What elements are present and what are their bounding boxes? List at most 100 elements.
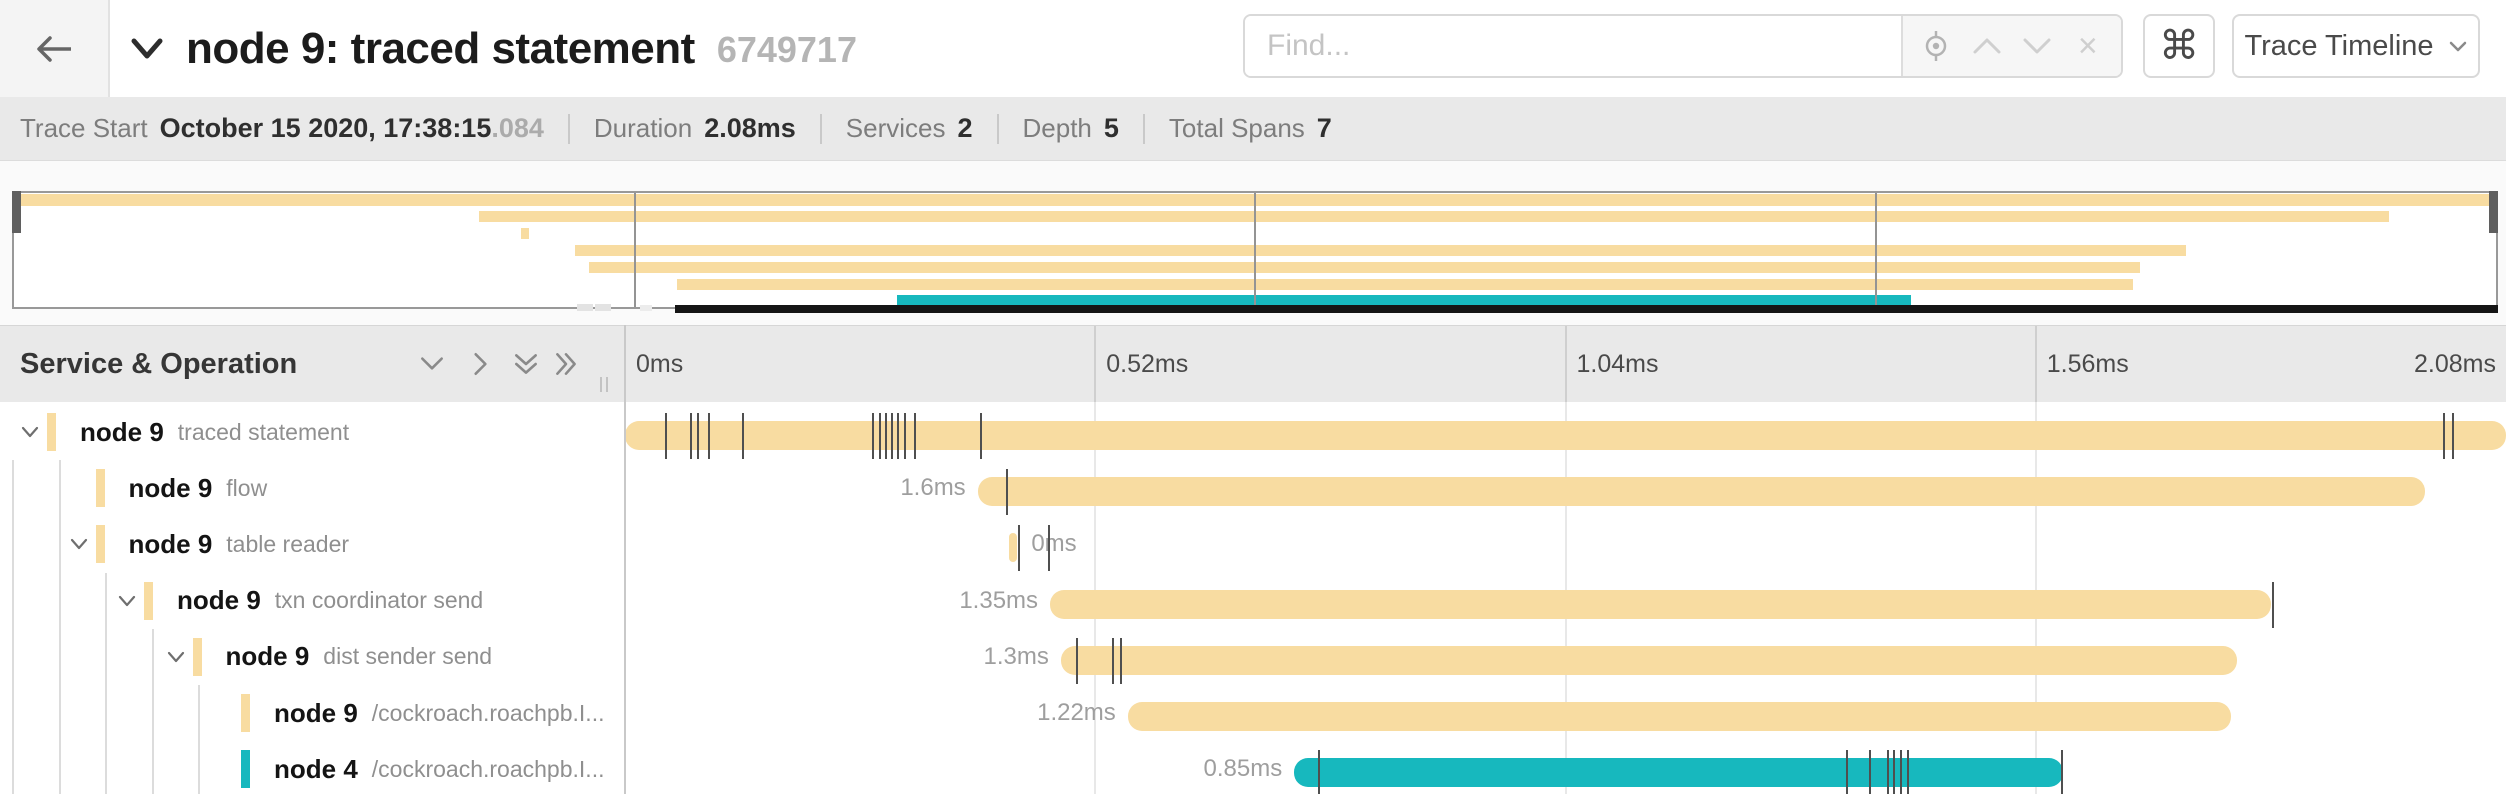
operation-name: txn coordinator send [274,587,484,614]
span-log-tick [890,413,893,459]
span-row[interactable]: node 9 table reader 0ms [0,516,2506,574]
minimap-handle-a[interactable] [577,304,593,311]
summary-value-suffix: .084 [491,113,544,143]
view-selector-label: Trace Timeline [2244,29,2434,62]
minimap[interactable] [12,191,2498,309]
operation-name: flow [226,474,268,501]
span-duration-label: 1.6ms [900,474,966,502]
expand-toggle-chevron-icon[interactable] [67,532,91,561]
span-log-tick [904,413,907,459]
span-bar[interactable] [625,421,2506,450]
summary-value: 7 [1316,113,1332,143]
column-resizer-grip[interactable] [600,377,612,392]
service-color-chip [47,413,56,451]
find-input[interactable] [1245,16,1901,76]
span-log-tick [1112,637,1115,684]
operation-name: table reader [226,530,350,557]
collapse-all-icon[interactable] [512,350,540,378]
span-bar[interactable] [1009,533,1018,563]
summary-separator [819,113,822,144]
span-name-group[interactable]: node 9/cockroach.roachpb.I... [241,685,604,741]
summary-value: October 15 2020, 17:38:15 [159,113,492,143]
span-log-tick [914,413,917,459]
chevron-down-icon [2449,41,2466,51]
minimap-span-bar [479,210,2389,223]
tree-guide-line [151,741,154,794]
span-log-tick [885,413,888,459]
timeline-tick-label: 0ms [636,350,684,378]
span-row[interactable]: node 4/cockroach.roachpb.I... 0.85ms [0,741,2506,794]
tree-guide-line [12,685,14,742]
tree-guide-line [198,741,200,794]
span-log-tick [1900,750,1903,794]
summary-label: Depth [1022,113,1092,143]
service-color-chip [95,525,105,564]
span-bar[interactable] [1294,758,2063,788]
span-bar[interactable] [1127,702,2232,731]
summary-label: Duration [593,113,693,143]
expand-one-icon[interactable] [466,350,494,378]
span-log-tick [1845,750,1848,794]
summary-item: Trace Start October 15 2020, 17:38:15.084 [20,113,544,144]
span-row[interactable]: node 9 flow 1.6ms [0,460,2506,518]
summary-item: Duration 2.08ms [594,113,796,144]
summary-value: 2.08ms [704,113,796,143]
span-name-group[interactable]: node 4/cockroach.roachpb.I... [241,741,604,794]
span-log-tick [2271,581,2274,628]
span-name-group[interactable]: node 9 table reader [95,516,350,572]
minimap-scrubber-right[interactable] [2489,191,2498,233]
summary-item: Depth 5 [1023,113,1119,144]
summary-value: 2 [957,113,973,143]
keyboard-shortcuts-button[interactable]: ⌘ [2143,14,2215,78]
span-row[interactable]: node 9 traced statement [0,404,2506,460]
expand-toggle-chevron-icon[interactable] [164,645,188,674]
span-duration-label: 1.3ms [983,642,1049,670]
minimap-scrubber-left[interactable] [12,191,21,233]
summary-item: Total Spans 7 [1169,113,1332,144]
span-name-group[interactable]: node 9 txn coordinator send [144,573,483,629]
span-name-group[interactable]: node 9 flow [95,460,268,516]
minimap-track-gap [640,305,652,311]
span-row[interactable]: node 9/cockroach.roachpb.I... 1.22ms [0,685,2506,742]
trace-id: 6749717 [716,28,857,70]
collapse-trace-chevron-icon[interactable] [130,36,164,62]
tree-guide-line [151,685,154,742]
back-arrow-icon [37,35,71,62]
span-row[interactable]: node 9 dist sender send 1.3ms [0,628,2506,686]
minimap-gridline [633,193,636,307]
service-operation-header: Service & Operation [20,348,298,380]
collapse-one-icon[interactable] [418,350,446,378]
service-name: node 9 [128,472,213,503]
panel-divider[interactable] [624,325,626,794]
span-bar[interactable] [1060,645,2237,675]
span-log-tick [1119,637,1122,684]
timeline-tick-label: 1.04ms [1576,350,1659,378]
tree-guide-line [58,572,61,630]
span-name-group[interactable]: node 9 traced statement [47,404,349,460]
span-log-tick [1869,750,1872,794]
service-color-chip [241,750,250,789]
expand-all-icon[interactable] [552,350,580,378]
span-log-tick [741,413,744,459]
span-name-group[interactable]: node 9 dist sender send [192,629,492,685]
summary-separator [567,113,570,144]
minimap-span-bar [574,244,2186,257]
minimap-handle-b[interactable] [595,304,611,311]
summary-item: Services 2 [846,113,973,144]
service-name: node 9 [80,416,164,447]
span-log-tick [2061,750,2064,794]
span-row[interactable]: node 9 txn coordinator send 1.35ms [0,572,2506,630]
expand-toggle-chevron-icon[interactable] [18,420,42,449]
service-name: node 4 [274,753,358,784]
timeline-header-gridline [1094,326,1097,403]
span-bar[interactable] [1050,589,2271,619]
expand-toggle-chevron-icon[interactable] [115,589,139,618]
span-log-tick [879,413,882,459]
span-bar[interactable] [977,477,2425,507]
span-rows: node 9 traced statement node 9 flow 1.6ms nod… [0,402,2506,794]
minimap-scrollbar-thumb[interactable] [675,305,2498,313]
view-selector-dropdown[interactable]: Trace Timeline [2232,14,2480,78]
span-log-tick [664,413,667,459]
back-button[interactable] [0,0,110,97]
